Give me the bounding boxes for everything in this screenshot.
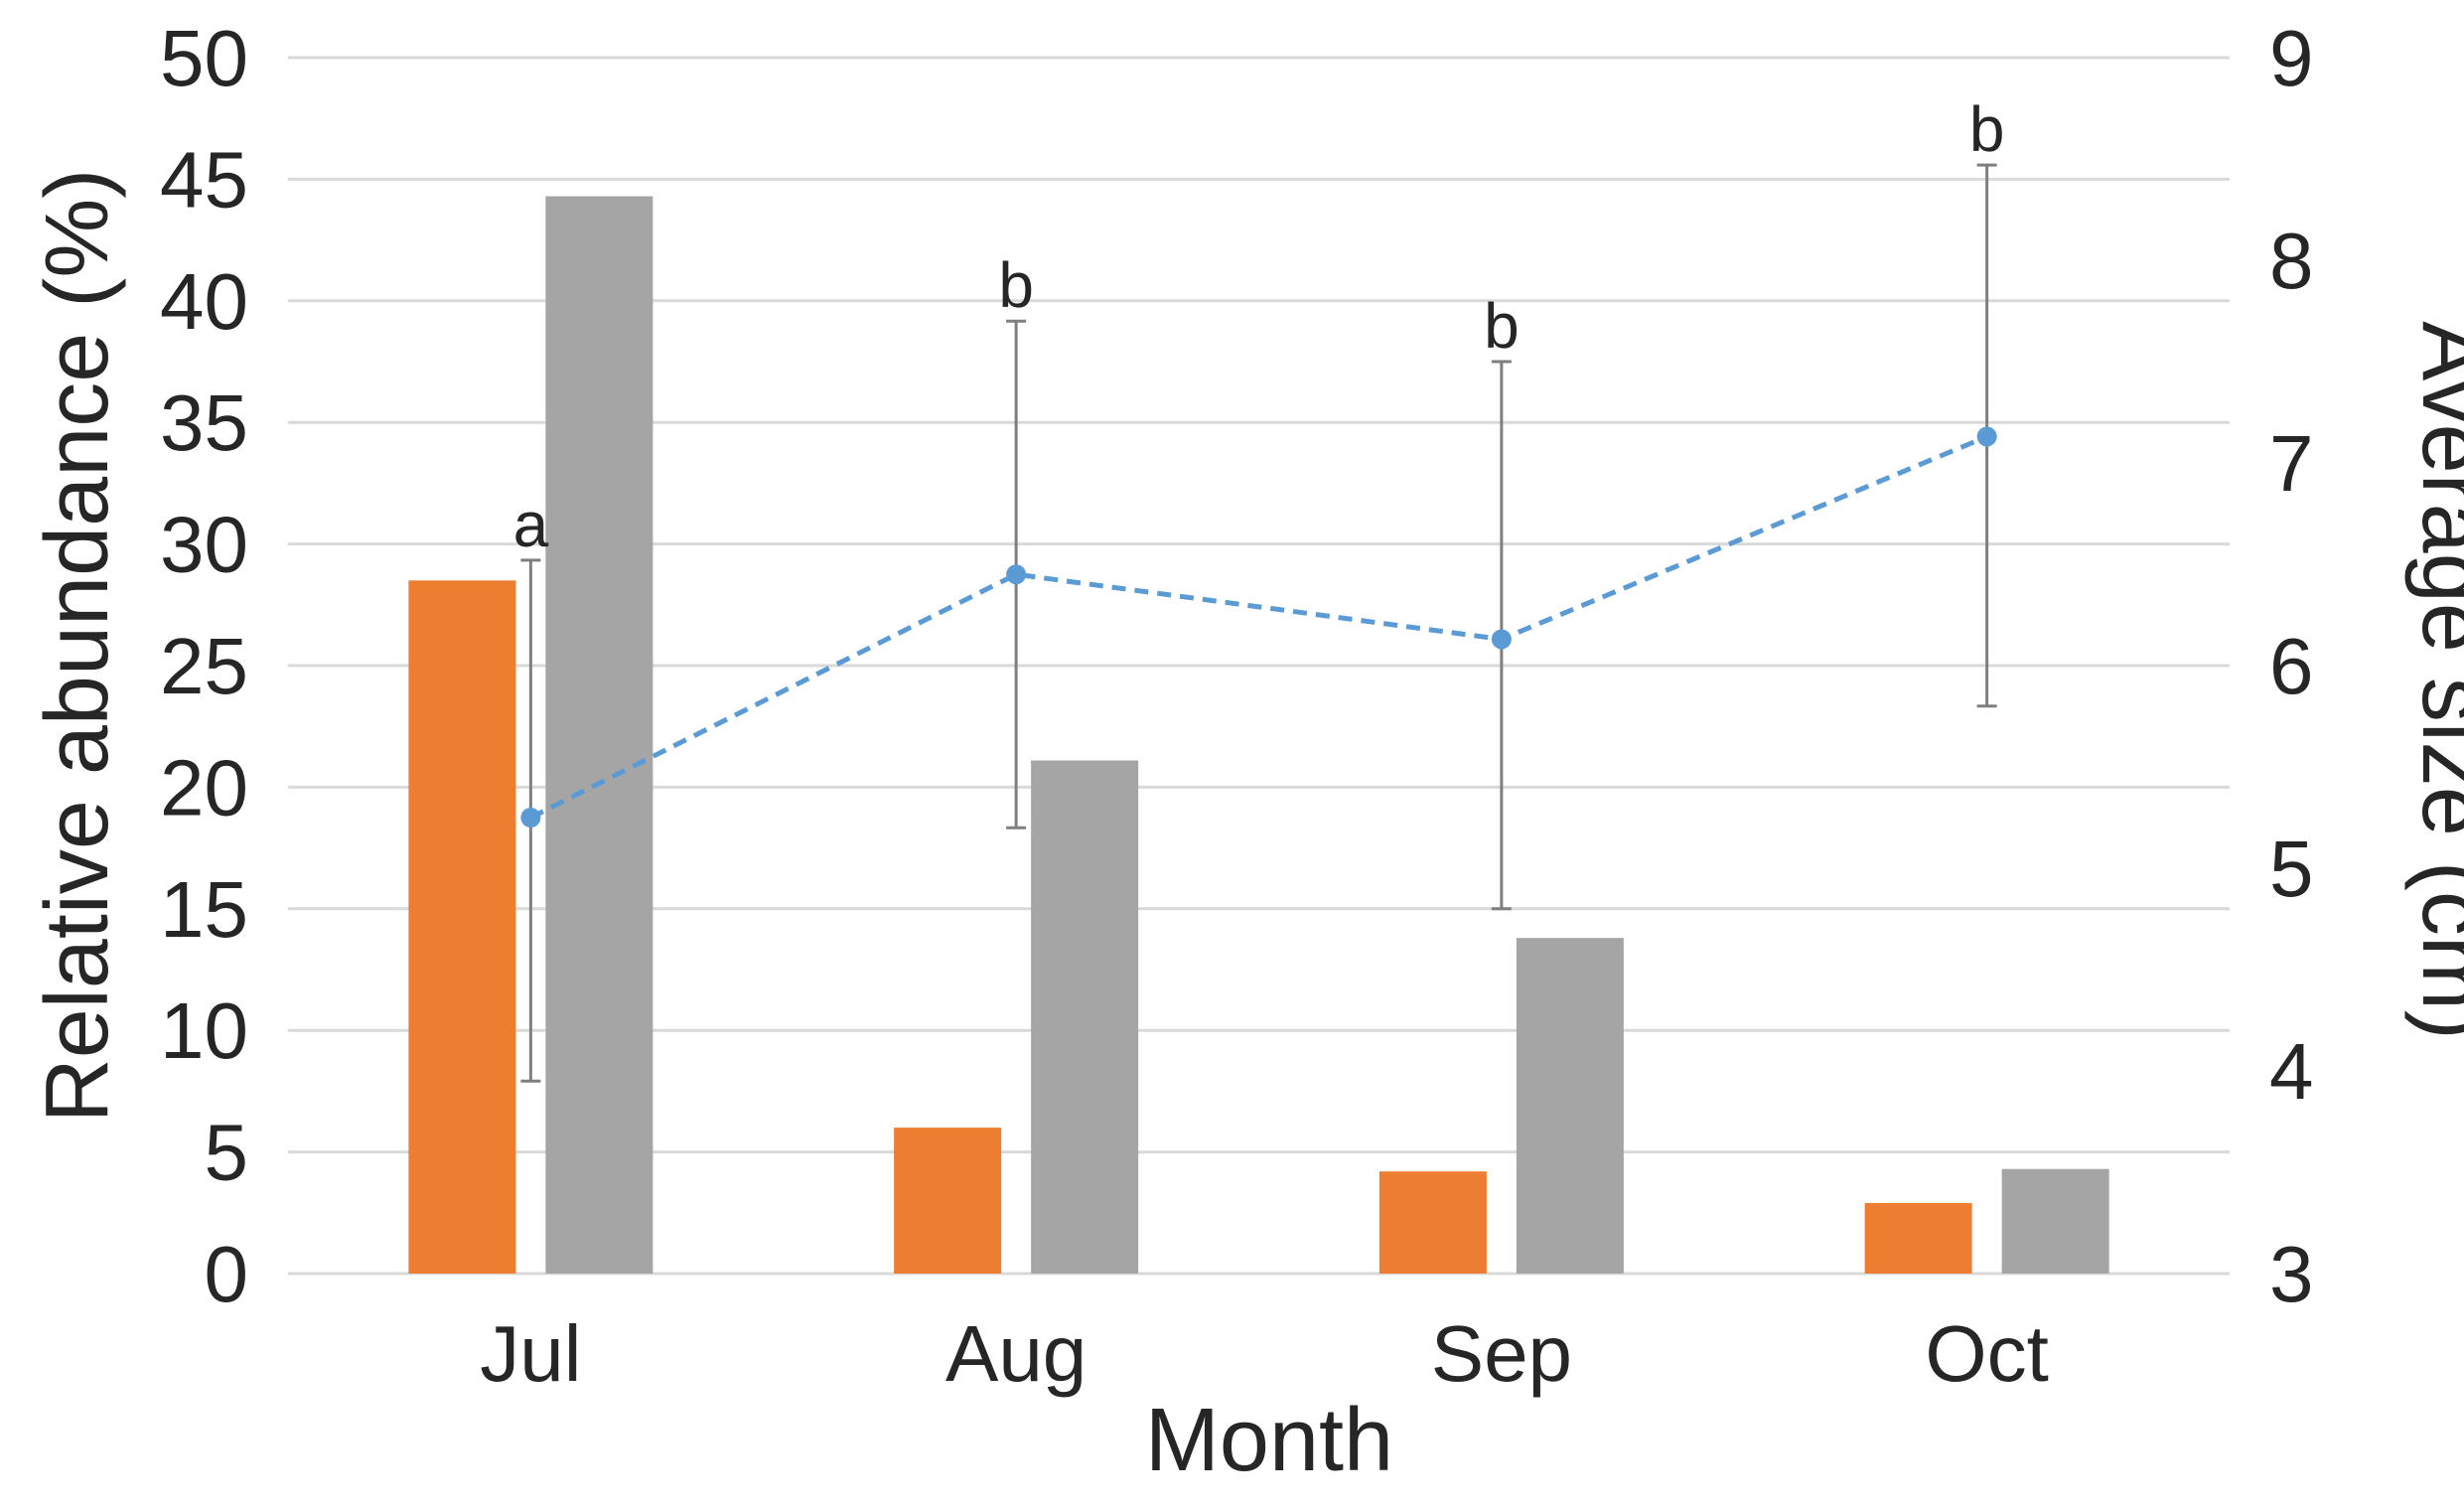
bar <box>408 580 516 1274</box>
bar <box>1031 760 1139 1274</box>
y-tick-label: 0 <box>205 1230 249 1318</box>
y-tick-label: 35 <box>160 378 248 467</box>
size-point <box>520 808 541 828</box>
x-tick-label: Sep <box>1431 1309 1572 1398</box>
bar <box>1378 1171 1487 1274</box>
significance-label: a <box>513 489 549 560</box>
bar <box>1864 1203 1972 1274</box>
error-bars <box>520 163 1997 1083</box>
y-tick-label: 20 <box>160 743 248 831</box>
y-tick-label: 10 <box>160 986 248 1075</box>
size-point <box>1491 629 1512 650</box>
x-tick-label: Aug <box>945 1309 1087 1398</box>
y-tick-label: 30 <box>160 501 248 589</box>
bar <box>1516 938 1624 1274</box>
y-tick-label: 15 <box>160 865 248 954</box>
left-axis-ticks: 0 5 10 15 20 25 30 35 40 45 50 <box>160 14 248 1318</box>
y-axis-title: Relative abundance (%) <box>28 169 127 1124</box>
y2-tick-label: 9 <box>2269 14 2314 102</box>
y2-tick-label: 8 <box>2269 217 2314 305</box>
size-line-path <box>529 434 1988 821</box>
x-tick-label: Oct <box>1925 1309 2048 1398</box>
y2-tick-label: 6 <box>2269 622 2314 710</box>
y2-tick-label: 3 <box>2269 1230 2314 1318</box>
y2-axis-title: Average size (cm) <box>2403 321 2464 1040</box>
bar <box>894 1128 1002 1274</box>
significance-labels: a b b b <box>513 93 2005 560</box>
x-axis-ticks: Jul Aug Sep Oct <box>480 1309 2049 1398</box>
y-tick-label: 40 <box>160 257 248 346</box>
size-point <box>1006 564 1027 585</box>
x-axis-title: Month <box>1145 1391 1393 1490</box>
significance-label: b <box>1484 290 1520 362</box>
significance-label: b <box>1969 93 2005 165</box>
y-tick-label: 5 <box>205 1109 249 1197</box>
bars <box>408 196 2109 1274</box>
bar <box>545 196 653 1274</box>
bar <box>2001 1168 2109 1274</box>
size-point <box>1976 426 1997 447</box>
x-tick-label: Jul <box>480 1309 581 1398</box>
significance-label: b <box>998 249 1034 321</box>
y-tick-label: 50 <box>160 14 248 102</box>
y-tick-label: 25 <box>160 622 248 710</box>
y-tick-label: 45 <box>160 135 248 224</box>
y2-tick-label: 5 <box>2269 825 2314 913</box>
y2-tick-label: 4 <box>2269 1027 2314 1116</box>
right-axis-ticks: 3 4 5 6 7 8 9 <box>2269 14 2314 1318</box>
y2-tick-label: 7 <box>2269 419 2314 508</box>
size-line <box>520 426 1997 828</box>
